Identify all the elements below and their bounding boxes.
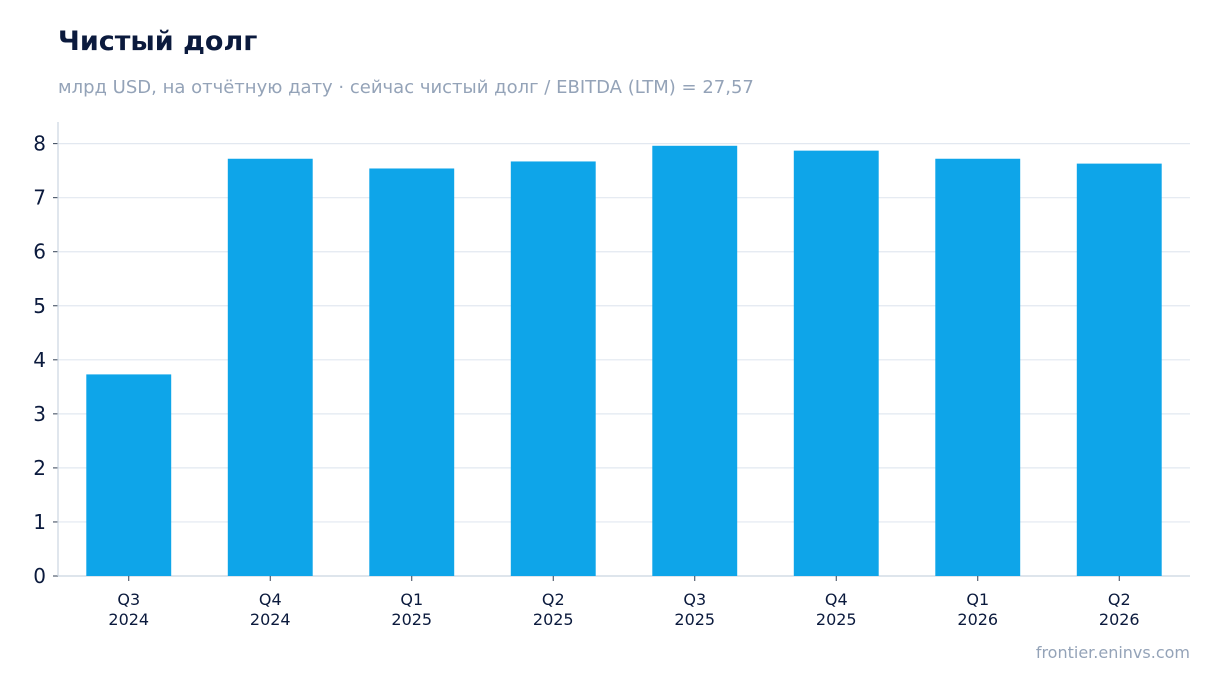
y-tick-label: 3	[33, 402, 46, 426]
bar	[652, 145, 738, 576]
y-tick-label: 4	[33, 348, 46, 372]
bar	[369, 168, 455, 576]
chart-title: Чистый долг	[58, 26, 258, 57]
x-tick-label: Q2 2026	[1099, 590, 1140, 629]
x-tick-label: Q3 2024	[108, 590, 149, 629]
y-tick-label: 7	[33, 186, 46, 210]
bar	[227, 158, 313, 576]
y-tick-label: 5	[33, 294, 46, 318]
y-tick-label: 6	[33, 240, 46, 264]
y-tick-label: 1	[33, 510, 46, 534]
bar	[86, 374, 172, 576]
bar	[793, 150, 879, 576]
x-tick-label: Q1 2026	[957, 590, 998, 629]
y-tick-label: 8	[33, 132, 46, 156]
bar	[510, 161, 596, 576]
source-credit: frontier.eninvs.com	[1035, 643, 1190, 662]
y-tick-label: 2	[33, 456, 46, 480]
bar	[935, 158, 1021, 576]
bar	[1076, 163, 1162, 576]
chart-subtitle: млрд USD, на отчётную дату · сейчас чист…	[58, 77, 754, 98]
x-tick-label: Q4 2025	[816, 590, 857, 629]
x-tick-label: Q1 2025	[391, 590, 432, 629]
bars	[86, 145, 1162, 576]
x-tick-label: Q3 2025	[674, 590, 715, 629]
tick-labels: 0 1 2 3 4 5 6 7 8 Q3 2024 Q4 2024 Q1 2025 Q2 2025 Q3 2025 Q…	[33, 132, 1139, 629]
x-tick-label: Q2 2025	[533, 590, 574, 629]
x-tick-label: Q4 2024	[250, 590, 291, 629]
y-tick-label: 0	[33, 564, 46, 588]
